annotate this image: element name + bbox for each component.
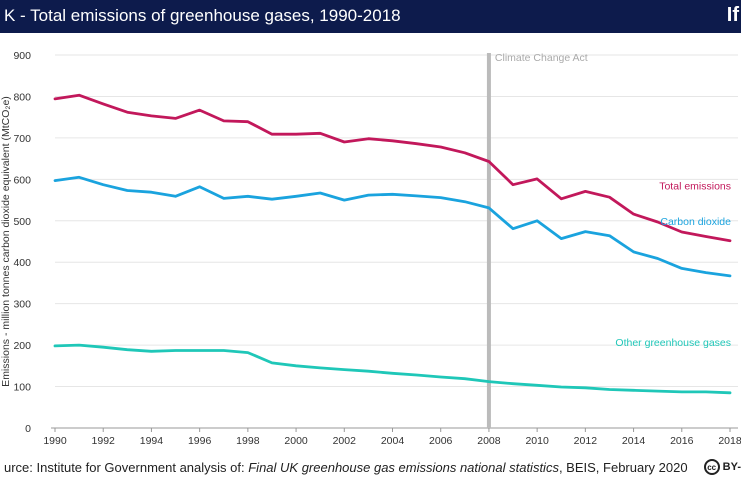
y-tick-label: 200: [13, 340, 31, 352]
series-line-carbon-dioxide: [53, 175, 732, 278]
source-suffix: , BEIS, February 2020: [558, 460, 688, 475]
y-axis-label: Emissions - million tonnes carbon dioxid…: [0, 96, 12, 387]
cc-icon: cc: [703, 459, 720, 475]
x-tick-label: 2006: [429, 435, 453, 447]
y-tick-label: 600: [13, 174, 31, 186]
y-tick-label: 700: [13, 133, 31, 145]
climate-change-act-label: Climate Change Act: [495, 52, 588, 64]
x-tick-label: 1990: [43, 435, 67, 447]
x-tick-label: 1992: [92, 435, 116, 447]
source-publication-title: Final UK greenhouse gas emissions nation…: [248, 460, 559, 475]
source-note: urce: Institute for Government analysis …: [4, 460, 688, 475]
x-tick-label: 1996: [188, 435, 212, 447]
source-prefix: urce: Institute for Government analysis …: [4, 460, 249, 475]
x-tick-label: 2000: [284, 435, 308, 447]
header-bar: K - Total emissions of greenhouse gases,…: [0, 0, 741, 33]
x-tick-label: 2010: [525, 435, 549, 447]
emissions-chart: 0 100 200 300 400 500 600 700 800 900 1990 1992 1994…: [0, 50, 741, 447]
y-tick-label: 500: [13, 216, 31, 228]
ifg-logo: If: [726, 4, 739, 26]
y-tick-label: 300: [13, 299, 31, 311]
x-tick-label: 2018: [718, 435, 741, 447]
series-label-total-emissions: Total emissions: [659, 181, 731, 193]
series-line-total-emissions: [53, 93, 732, 243]
series-label-other-greenhouse-gases: Other greenhouse gases: [615, 337, 731, 349]
licence-label: BY-: [722, 461, 741, 473]
x-tick-label: 2014: [622, 435, 646, 447]
x-tick-label: 1998: [236, 435, 260, 447]
licence-badge: cc BY-: [703, 458, 741, 476]
series-line-other-greenhouse-gases: [53, 343, 732, 395]
x-tick-label: 2016: [670, 435, 694, 447]
x-tick-label: 1994: [140, 435, 164, 447]
y-tick-label: 0: [25, 423, 31, 435]
series-label-carbon-dioxide: Carbon dioxide: [660, 216, 731, 228]
x-tick-label: 2002: [333, 435, 357, 447]
y-tick-label: 800: [13, 91, 31, 103]
x-tick-label: 2004: [381, 435, 405, 447]
chart-title: K - Total emissions of greenhouse gases,…: [4, 6, 401, 25]
y-tick-label: 900: [13, 50, 31, 62]
x-tick-label: 2008: [477, 435, 501, 447]
x-tick-label: 2012: [574, 435, 598, 447]
y-tick-label: 400: [13, 257, 31, 269]
y-tick-label: 100: [13, 382, 31, 394]
